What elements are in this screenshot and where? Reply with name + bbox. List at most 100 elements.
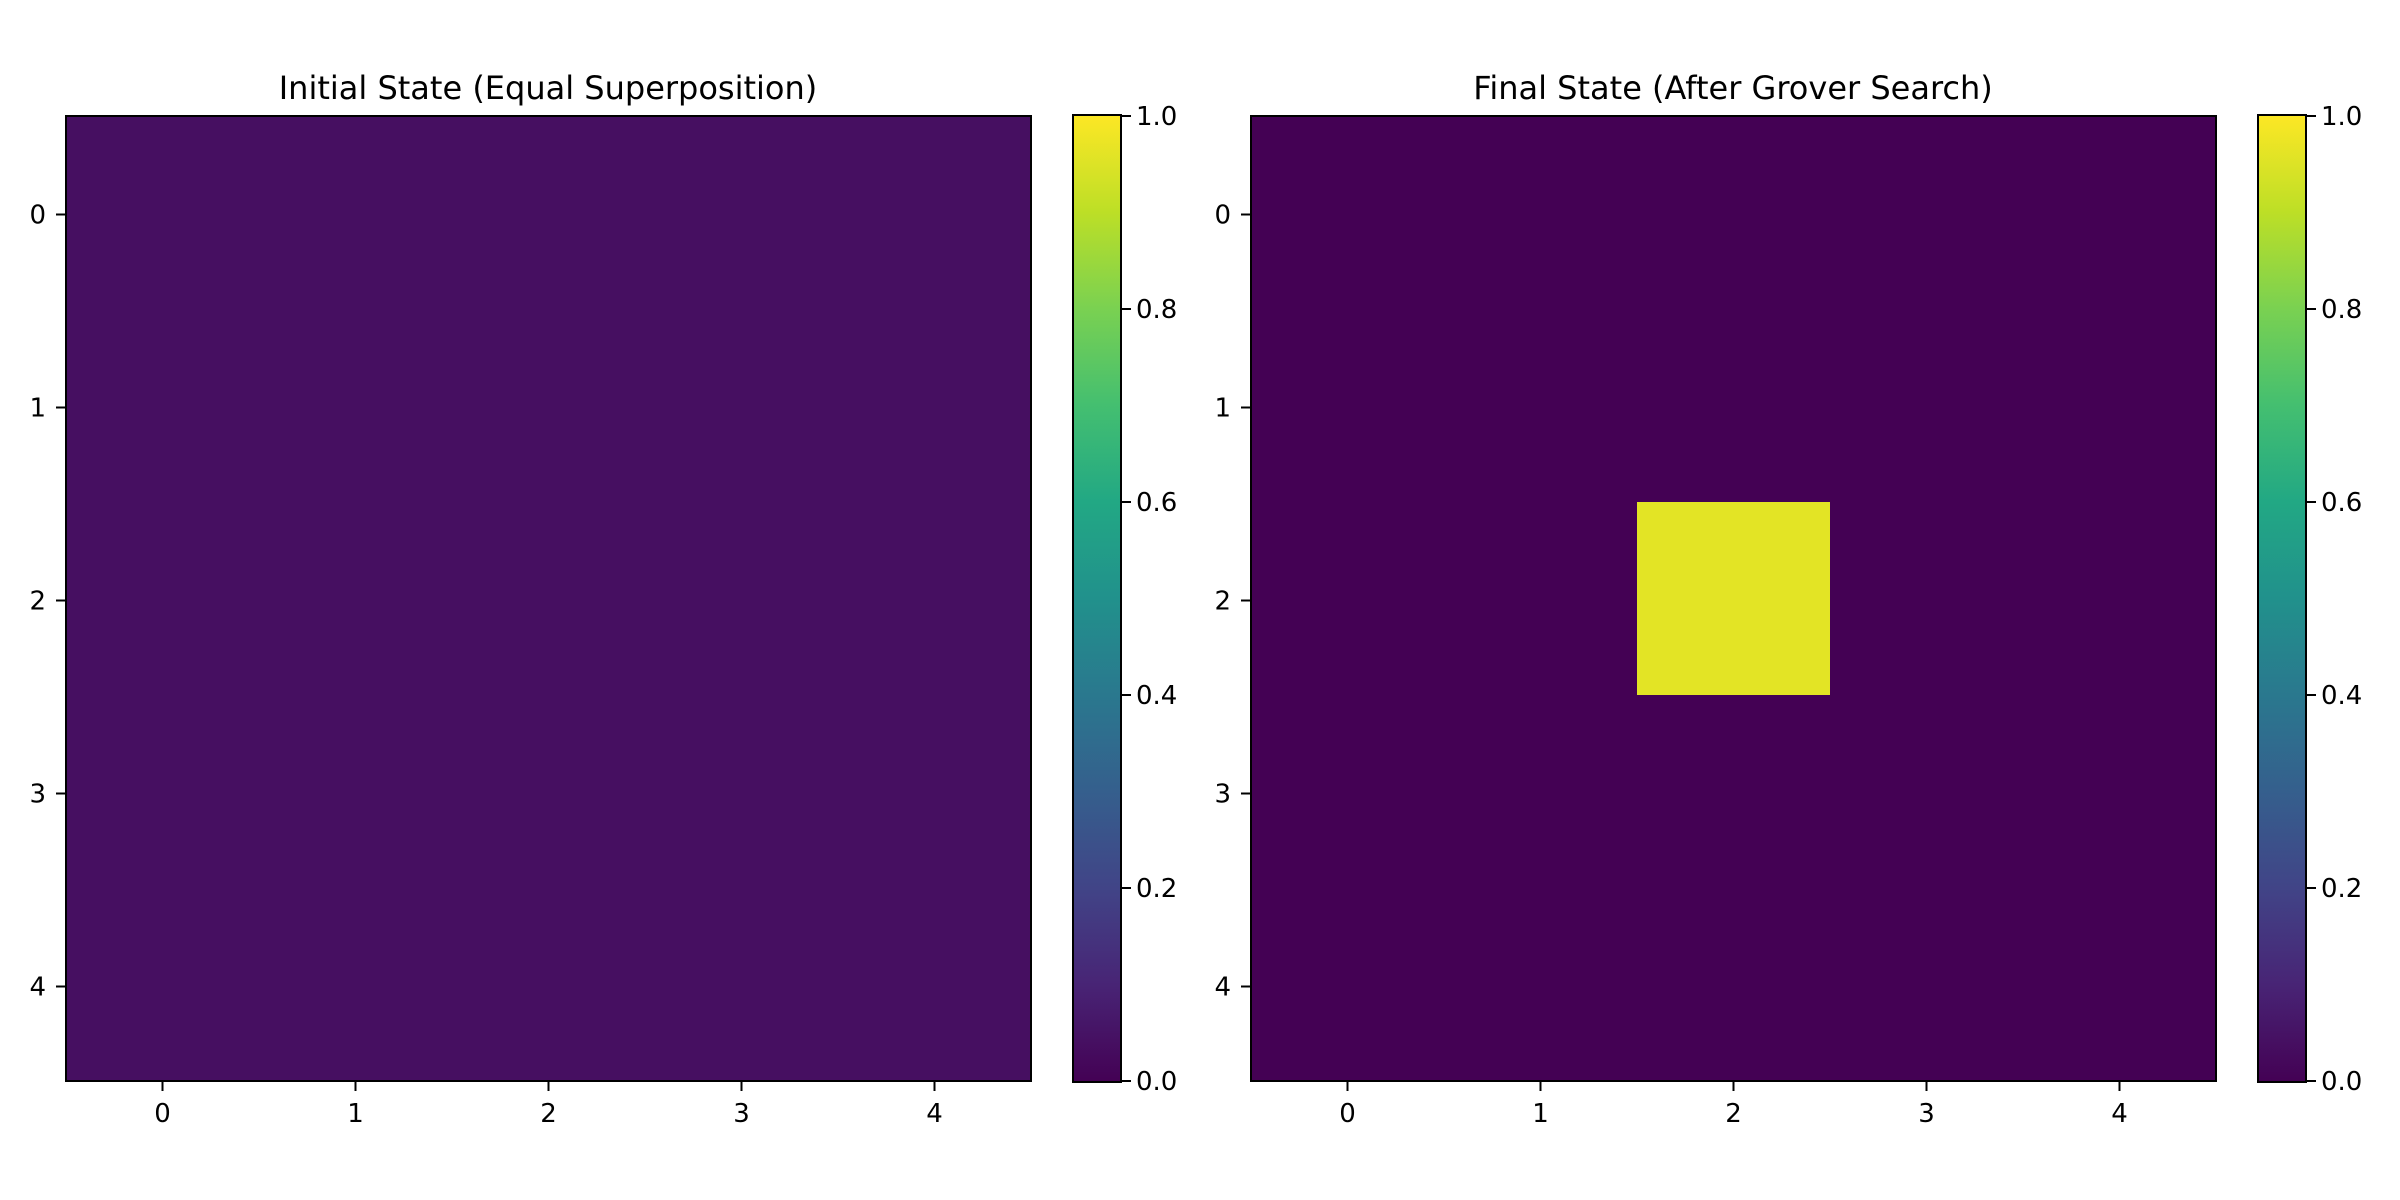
chart-title-initial: Initial State (Equal Superposition) [279,69,818,107]
y-tick-4: 4 [1214,973,1251,1003]
colorbar-tick: 0.4 [1121,681,1177,711]
heatmap-cell-r0-c3 [1830,116,2024,310]
heatmap-cell-r3-c4 [838,695,1032,889]
colorbar-tick: 0.0 [1121,1067,1177,1097]
colorbar-tick: 0.2 [2306,874,2362,904]
x-axis-final: 0 1 2 3 4 [1339,1081,2128,1129]
heatmap-cell-r1-c4 [2023,309,2217,503]
heatmap-cell-r0-c1 [1444,116,1638,310]
colorbar-tick: 0.0 [2306,1067,2362,1097]
heatmap-cell-r0-c4 [838,116,1032,310]
x-tick-3: 3 [733,1081,750,1129]
heatmap-cell-r0-c2 [1637,116,1831,310]
heatmap-panel-final: Final State (After Grover Search) 0 1 2 … [1214,69,2362,1129]
colorbar-tick-label: 1.0 [2321,102,2362,132]
x-tick-label: 1 [1532,1099,1549,1129]
heatmap-cell-r2-c4 [2023,502,2217,696]
colorbar-tick: 0.2 [1121,874,1177,904]
colorbar-initial: 0.0 0.2 0.4 0.6 0.8 1.0 [1072,102,1177,1097]
y-tick-1: 1 [29,394,66,424]
colorbar-tick-label: 1.0 [1136,102,1177,132]
heatmap-cell-r2-c1 [1444,502,1638,696]
y-tick-label: 0 [29,201,46,231]
y-tick-2: 2 [1214,587,1251,617]
y-tick-label: 2 [1214,587,1231,617]
heatmap-cell-r3-c1 [259,695,453,889]
heatmap-cell-r0-c1 [259,116,453,310]
y-tick-label: 1 [1214,394,1231,424]
colorbar-tick-label: 0.6 [2321,488,2362,518]
x-tick-label: 0 [1339,1099,1356,1129]
heatmap-cell-r0-c4 [2023,116,2217,310]
colorbar-tick-label: 0.8 [2321,295,2362,325]
y-tick-label: 3 [29,780,46,810]
colorbar-final: 0.0 0.2 0.4 0.6 0.8 1.0 [2257,102,2362,1097]
heatmap-cell-r4-c3 [645,888,839,1082]
y-tick-3: 3 [1214,780,1251,810]
heatmap-cell-r2-c2 [1637,502,1831,696]
y-tick-3: 3 [29,780,66,810]
y-tick-label: 0 [1214,201,1231,231]
heatmap-cells-initial [66,116,1032,1082]
heatmap-cell-r2-c3 [645,502,839,696]
colorbar-tick-label: 0.4 [1136,681,1177,711]
heatmap-panel-initial: Initial State (Equal Superposition) 0 1 … [29,69,1177,1129]
heatmap-cell-r4-c2 [452,888,646,1082]
colorbar-tick-label: 0.2 [1136,874,1177,904]
heatmap-cell-r4-c0 [1251,888,1445,1082]
y-tick-2: 2 [29,587,66,617]
chart-title-final: Final State (After Grover Search) [1473,69,1993,107]
x-tick-label: 2 [1725,1099,1742,1129]
colorbar-tick-label: 0.0 [1136,1067,1177,1097]
heatmap-cell-r0-c2 [452,116,646,310]
x-tick-4: 4 [2111,1081,2128,1129]
x-tick-label: 2 [540,1099,557,1129]
heatmap-cell-r1-c1 [259,309,453,503]
y-tick-0: 0 [29,201,66,231]
heatmap-cell-r0-c0 [66,116,260,310]
heatmap-cell-r1-c4 [838,309,1032,503]
heatmap-cell-r3-c1 [1444,695,1638,889]
heatmap-cell-r1-c1 [1444,309,1638,503]
x-tick-label: 0 [154,1099,171,1129]
y-tick-label: 1 [29,394,46,424]
colorbar-tick: 1.0 [1121,102,1177,132]
heatmap-cell-r4-c1 [259,888,453,1082]
heatmap-cell-r3-c3 [645,695,839,889]
heatmap-cell-r2-c0 [1251,502,1445,696]
heatmap-cell-r3-c0 [66,695,260,889]
x-tick-2: 2 [540,1081,557,1129]
heatmap-cell-r1-c0 [1251,309,1445,503]
x-tick-2: 2 [1725,1081,1742,1129]
heatmap-cell-r2-c2 [452,502,646,696]
heatmap-cells-final [1251,116,2217,1082]
colorbar-tick: 0.4 [2306,681,2362,711]
heatmap-cell-r1-c2 [1637,309,1831,503]
heatmap-cell-r4-c1 [1444,888,1638,1082]
colorbar-tick-label: 0.0 [2321,1067,2362,1097]
colorbar-gradient [1072,114,1122,1083]
heatmap-cell-r1-c2 [452,309,646,503]
y-tick-4: 4 [29,973,66,1003]
x-tick-3: 3 [1918,1081,1935,1129]
y-axis-initial: 0 1 2 3 4 [29,201,66,1003]
x-tick-label: 4 [2111,1099,2128,1129]
colorbar-tick: 0.8 [2306,295,2362,325]
x-tick-label: 3 [733,1099,750,1129]
x-tick-0: 0 [1339,1081,1356,1129]
colorbar-tick: 0.6 [2306,488,2362,518]
x-tick-0: 0 [154,1081,171,1129]
y-tick-0: 0 [1214,201,1251,231]
y-axis-final: 0 1 2 3 4 [1214,201,1251,1003]
heatmap-cell-r3-c2 [1637,695,1831,889]
y-tick-label: 4 [29,973,46,1003]
heatmap-cell-r1-c3 [1830,309,2024,503]
colorbar-tick-label: 0.4 [2321,681,2362,711]
heatmap-cell-r2-c3 [1830,502,2024,696]
heatmap-cell-r0-c0 [1251,116,1445,310]
y-tick-1: 1 [1214,394,1251,424]
x-axis-initial: 0 1 2 3 4 [154,1081,943,1129]
y-tick-label: 4 [1214,973,1231,1003]
x-tick-label: 3 [1918,1099,1935,1129]
x-tick-label: 4 [926,1099,943,1129]
